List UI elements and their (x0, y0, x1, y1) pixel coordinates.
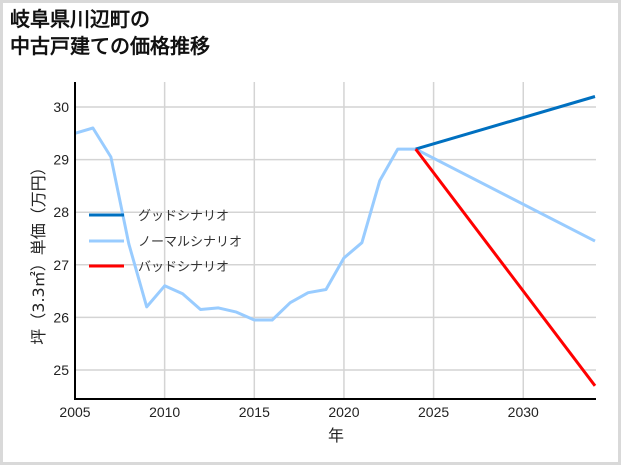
series-lines (74, 95, 597, 387)
x-tick-label: 2010 (149, 404, 180, 420)
legend-label: グッドシナリオ (138, 209, 229, 224)
legend-label: ノーマルシナリオ (138, 235, 242, 250)
y-tick-label: 30 (53, 99, 69, 115)
x-tick-label: 2005 (59, 404, 90, 420)
x-tick-label: 2030 (508, 404, 539, 420)
x-axis-label: 年 (328, 426, 344, 445)
y-tick-label: 29 (53, 152, 69, 168)
legend-label: バッドシナリオ (138, 260, 229, 275)
chart-title-line2: 中古戸建ての価格推移 (10, 34, 210, 58)
x-tick-label: 2025 (418, 404, 449, 420)
series-line (414, 148, 597, 387)
gridlines (75, 82, 596, 399)
chart-title-line1: 岐阜県川辺町の (10, 7, 150, 31)
y-axis-label: 坪（3.3㎡）単価（万円） (29, 159, 48, 344)
tick-labels: 25 26 27 28 29 30 2005 2010 2015 2020 2025 2030 (53, 99, 539, 420)
series-line (415, 95, 596, 151)
y-tick-label: 28 (53, 204, 69, 220)
y-tick-label: 26 (53, 309, 69, 325)
x-tick-label: 2015 (239, 404, 270, 420)
x-tick-label: 2020 (328, 404, 359, 420)
axes (74, 82, 596, 400)
series-line (74, 126, 596, 322)
chart-title: 岐阜県川辺町の 中古戸建ての価格推移 (10, 6, 210, 60)
y-tick-label: 25 (53, 362, 69, 378)
y-tick-label: 27 (53, 257, 69, 273)
